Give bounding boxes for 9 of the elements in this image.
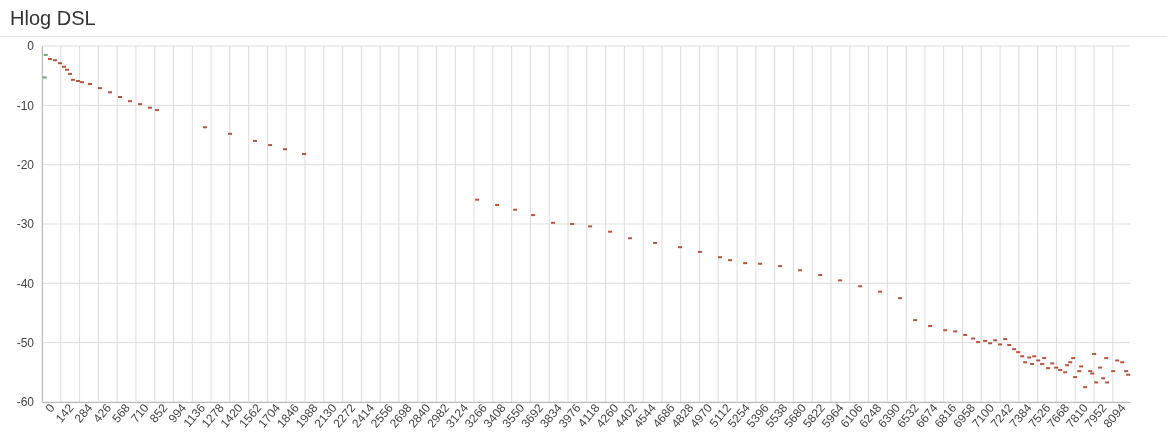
- y-tick-label: -20: [16, 158, 35, 173]
- y-tick-label: -30: [16, 217, 35, 232]
- chart-title: Hlog DSL: [10, 7, 96, 29]
- y-tick-label: -50: [16, 336, 35, 351]
- y-tick-label: 0: [27, 39, 35, 54]
- y-tick-label: -40: [16, 276, 35, 291]
- y-tick-label: -10: [16, 98, 35, 113]
- y-tick-label: -60: [16, 395, 35, 410]
- x-tick-label: 0: [42, 400, 58, 416]
